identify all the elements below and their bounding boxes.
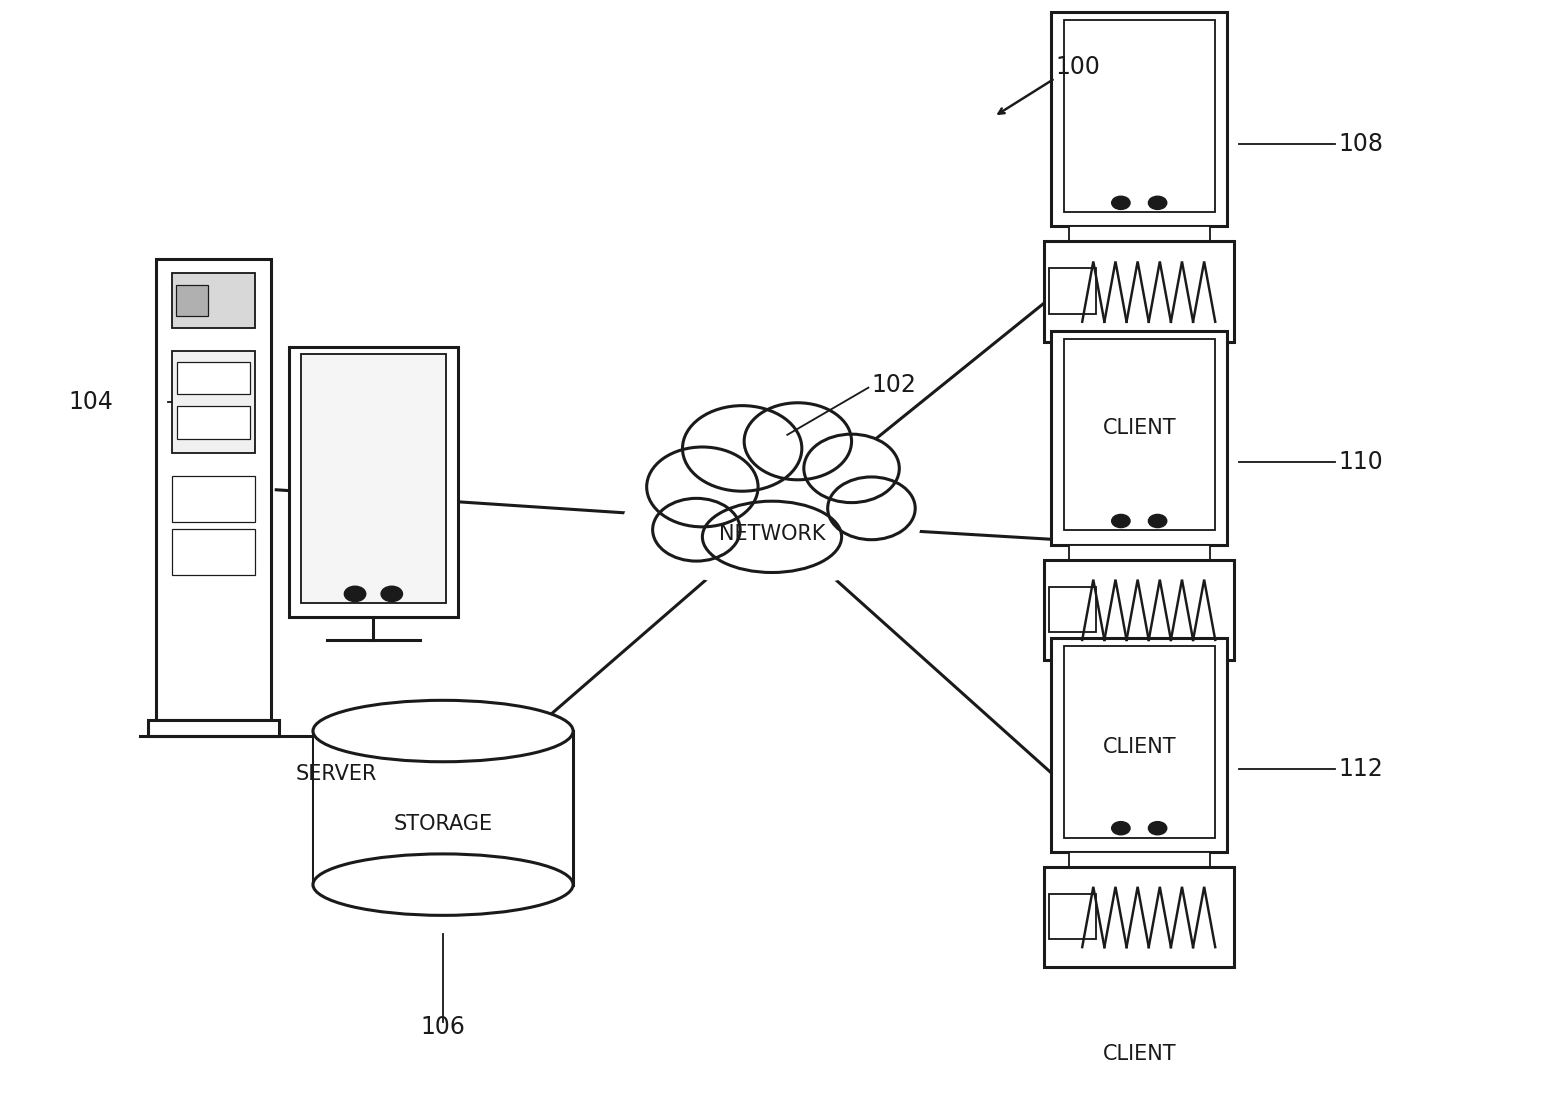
Bar [1044,560,1234,660]
Bar [1048,894,1096,939]
Bar [1051,12,1227,227]
Ellipse shape [804,434,899,502]
Text: CLIENT: CLIENT [1102,737,1177,757]
Text: 106: 106 [420,1015,465,1039]
Text: 102: 102 [871,373,916,398]
Ellipse shape [653,499,740,561]
Bar [173,273,255,329]
Bar [1064,20,1215,212]
Text: CLIENT: CLIENT [1102,419,1177,439]
Ellipse shape [744,403,852,480]
Text: 110: 110 [1339,450,1383,474]
Circle shape [1112,822,1130,834]
Ellipse shape [313,700,573,762]
Bar [173,351,255,453]
Text: STORAGE: STORAGE [394,814,493,834]
Bar [1048,269,1096,313]
Circle shape [1149,514,1167,528]
Bar [1064,339,1215,530]
Bar [178,407,250,439]
Bar [178,361,250,394]
Circle shape [1149,197,1167,209]
Bar [301,353,446,602]
Bar [1044,241,1234,342]
Bar [1068,852,1209,867]
Text: 100: 100 [1055,56,1099,79]
Bar [1064,645,1215,838]
Circle shape [1112,514,1130,528]
Bar [1051,638,1227,852]
Text: 108: 108 [1339,132,1383,156]
Ellipse shape [313,854,573,915]
Circle shape [344,587,366,601]
Bar [148,720,279,737]
Ellipse shape [313,700,573,762]
Circle shape [1112,197,1130,209]
Bar [1048,587,1096,632]
Ellipse shape [682,406,801,491]
Bar [1051,331,1227,544]
Circle shape [381,587,403,601]
Bar [289,347,457,617]
Bar [1044,867,1234,968]
Ellipse shape [703,501,841,572]
Text: CLIENT: CLIENT [1102,1043,1177,1063]
Ellipse shape [622,459,922,587]
Text: SERVER: SERVER [295,764,377,784]
Ellipse shape [828,477,916,540]
Bar [313,731,573,884]
Bar [1068,544,1209,560]
Text: 104: 104 [68,390,113,414]
Text: 112: 112 [1339,758,1383,781]
Bar [156,259,270,720]
Bar [173,529,255,574]
Text: NETWORK: NETWORK [720,523,824,543]
Bar [315,731,571,884]
Circle shape [1149,822,1167,834]
Bar [176,286,208,316]
Bar [173,476,255,522]
Bar [1068,227,1209,241]
Ellipse shape [647,447,758,527]
